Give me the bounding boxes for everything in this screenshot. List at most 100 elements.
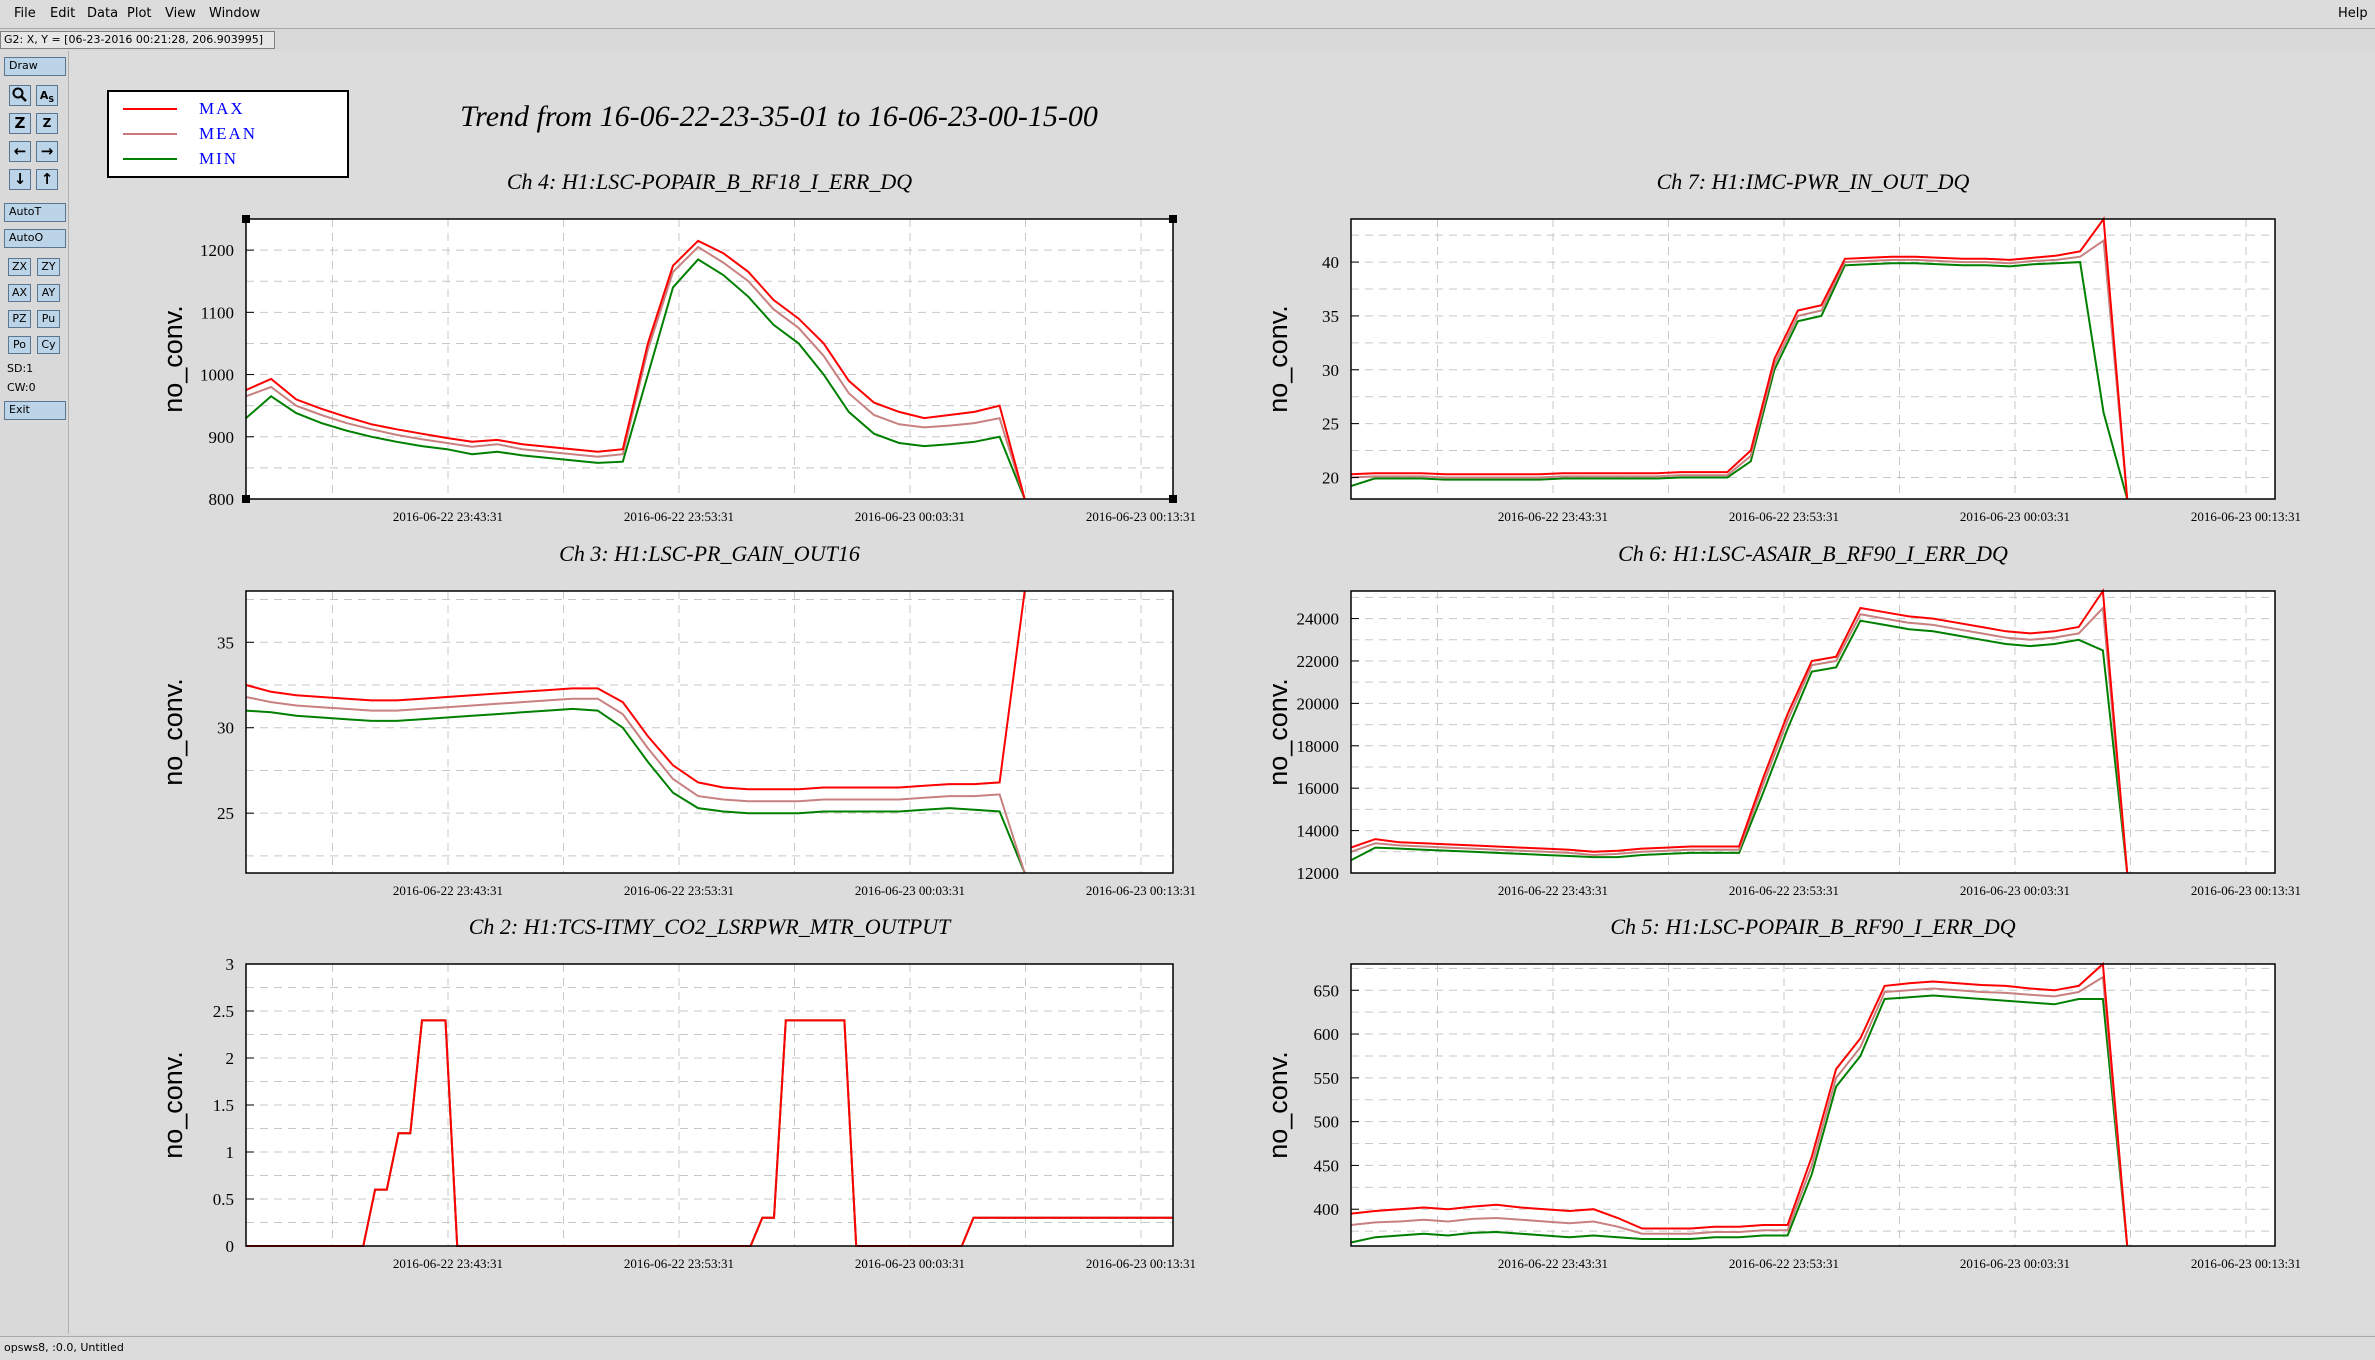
menu-edit[interactable]: Edit [50, 6, 76, 21]
auto-scale-button[interactable]: AS [36, 85, 58, 106]
y-tick-label: 1000 [200, 366, 234, 385]
menu-help[interactable]: Help [2338, 6, 2368, 21]
chart-panel-1[interactable]: Ch 4: H1:LSC-POPAIR_B_RF18_I_ERR_DQ 800 90… [158, 169, 1196, 524]
y-axis-label: no_conv. [1263, 678, 1293, 786]
x-tick-label: 2016-06-23 00:13:31 [1086, 1256, 1196, 1271]
pan-down-button[interactable]: ↓ [9, 169, 31, 190]
auto-o-button[interactable]: AutoO [4, 229, 66, 248]
menu-data[interactable]: Data [87, 6, 119, 21]
plot-canvas[interactable]: MAX MEAN MIN Trend from 16-06-22-23-35-01 … [69, 51, 2375, 1334]
x-tick-label: 2016-06-22 23:53:31 [1729, 883, 1839, 898]
y-tick-label: 600 [1314, 1025, 1340, 1044]
pan-up-button[interactable]: ↑ [36, 169, 58, 190]
x-tick-label: 2016-06-22 23:43:31 [1498, 1256, 1608, 1271]
series-line-max [245, 590, 1026, 791]
plot-frame [1350, 218, 2276, 500]
pan-right-button[interactable]: → [36, 141, 58, 162]
y-tick-label: 22000 [1297, 652, 1340, 671]
y-tick-label: 20000 [1297, 694, 1340, 713]
x-tick-label: 2016-06-23 00:03:31 [1960, 1256, 2070, 1271]
plot-background [246, 219, 1173, 499]
y-tick-label: 550 [1314, 1069, 1340, 1088]
y-tick-label: 40 [1322, 253, 1339, 272]
x-tick-label: 2016-06-23 00:03:31 [855, 1256, 965, 1271]
trend-plots[interactable]: MAX MEAN MIN Trend from 16-06-22-23-35-01 … [69, 51, 2375, 1334]
legend-label-max: MAX [199, 99, 245, 118]
y-tick-label: 0 [226, 1237, 235, 1256]
draw-button[interactable]: Draw [4, 57, 66, 76]
zy-button[interactable]: ZY [37, 258, 60, 276]
x-tick-label: 2016-06-22 23:43:31 [393, 1256, 503, 1271]
series-line-min [245, 258, 1026, 500]
po-button[interactable]: Po [8, 336, 31, 354]
x-tick-label: 2016-06-22 23:43:31 [393, 509, 503, 524]
x-tick-label: 2016-06-23 00:03:31 [855, 509, 965, 524]
plot-background [1351, 219, 2275, 499]
x-tick-label: 2016-06-23 00:03:31 [855, 883, 965, 898]
selection-handle[interactable] [242, 215, 250, 223]
chart-panel-5[interactable]: Ch 2: H1:TCS-ITMY_CO2_LSRPWR_MTR_OUTPUT 0… [158, 914, 1196, 1271]
zx-button[interactable]: ZX [8, 258, 31, 276]
auto-t-button[interactable]: AutoT [4, 203, 66, 222]
ax-button[interactable]: AX [8, 284, 31, 302]
y-tick-label: 24000 [1297, 610, 1340, 629]
y-tick-label: 400 [1314, 1200, 1340, 1219]
y-tick-label: 0.5 [213, 1190, 234, 1209]
x-tick-label: 2016-06-22 23:53:31 [624, 509, 734, 524]
menu-plot[interactable]: Plot [127, 6, 152, 21]
series-line-min [1350, 994, 2129, 1247]
exit-button[interactable]: Exit [4, 401, 66, 420]
y-axis-label: no_conv. [158, 678, 188, 786]
sd-readout: SD:1 [7, 362, 34, 375]
x-tick-label: 2016-06-22 23:53:31 [1729, 509, 1839, 524]
y-tick-label: 18000 [1297, 737, 1340, 756]
x-tick-label: 2016-06-23 00:13:31 [1086, 883, 1196, 898]
series-line-max [1350, 961, 2129, 1247]
series-line-max [1350, 216, 2129, 500]
zoom-out-button[interactable]: Z [36, 113, 58, 134]
y-tick-label: 2 [226, 1049, 235, 1068]
chart-panel-3[interactable]: Ch 3: H1:LSC-PR_GAIN_OUT16 25 30 35 2016-06-… [158, 541, 1196, 898]
selection-handle[interactable] [1169, 215, 1177, 223]
cy-button[interactable]: Cy [37, 336, 60, 354]
plot-frame [1350, 963, 2276, 1247]
pu-button[interactable]: Pu [37, 310, 60, 328]
series-line-mean [1350, 605, 2129, 874]
pan-left-button[interactable]: ← [9, 141, 31, 162]
arrow-up-icon: ↑ [40, 170, 54, 188]
x-tick-label: 2016-06-23 00:03:31 [1960, 509, 2070, 524]
x-tick-label: 2016-06-22 23:53:31 [1729, 1256, 1839, 1271]
toolbar: Draw AS Z Z ← → ↓ ↑ AutoT AutoO ZX ZY AX… [0, 51, 69, 1334]
chart-title: Ch 3: H1:LSC-PR_GAIN_OUT16 [559, 541, 860, 566]
series-line-min [245, 707, 1026, 874]
menu-file[interactable]: File [14, 6, 36, 21]
chart-panel-4[interactable]: Ch 6: H1:LSC-ASAIR_B_RF90_I_ERR_DQ 12000 1… [1263, 541, 2301, 898]
zoom-in-button[interactable]: Z [9, 113, 31, 134]
series-line-mean [245, 696, 1026, 874]
y-tick-label: 35 [217, 633, 234, 652]
page-title: Trend from 16-06-22-23-35-01 to 16-06-23… [460, 100, 1098, 133]
series-line-min [1350, 619, 2129, 874]
x-tick-label: 2016-06-23 00:03:31 [1960, 883, 2070, 898]
magnifier-icon [12, 87, 27, 102]
chart-panel-6[interactable]: Ch 5: H1:LSC-POPAIR_B_RF90_I_ERR_DQ 400 45… [1263, 914, 2301, 1271]
series-line-max [245, 239, 1026, 500]
plot-frame [245, 590, 1174, 874]
y-tick-label: 2.5 [213, 1002, 234, 1021]
ay-button[interactable]: AY [37, 284, 60, 302]
menu-view[interactable]: View [165, 6, 196, 21]
x-tick-label: 2016-06-22 23:43:31 [1498, 883, 1608, 898]
legend-label-mean: MEAN [199, 124, 257, 143]
status-bar: opsws8, :0.0, Untitled [0, 1336, 2375, 1360]
y-tick-label: 1 [226, 1143, 235, 1162]
legend: MAX MEAN MIN [123, 99, 257, 168]
x-tick-label: 2016-06-22 23:43:31 [1498, 509, 1608, 524]
menu-window[interactable]: Window [209, 6, 261, 21]
pz-button[interactable]: PZ [8, 310, 31, 328]
x-tick-label: 2016-06-23 00:13:31 [2191, 509, 2301, 524]
selection-handle[interactable] [1169, 495, 1177, 503]
chart-panel-2[interactable]: Ch 7: H1:IMC-PWR_IN_OUT_DQ 20 25 30 35 40 2016… [1263, 169, 2301, 524]
magnifier-button[interactable] [9, 85, 31, 106]
y-axis-label: no_conv. [158, 305, 188, 413]
plot-frame [245, 218, 1174, 500]
